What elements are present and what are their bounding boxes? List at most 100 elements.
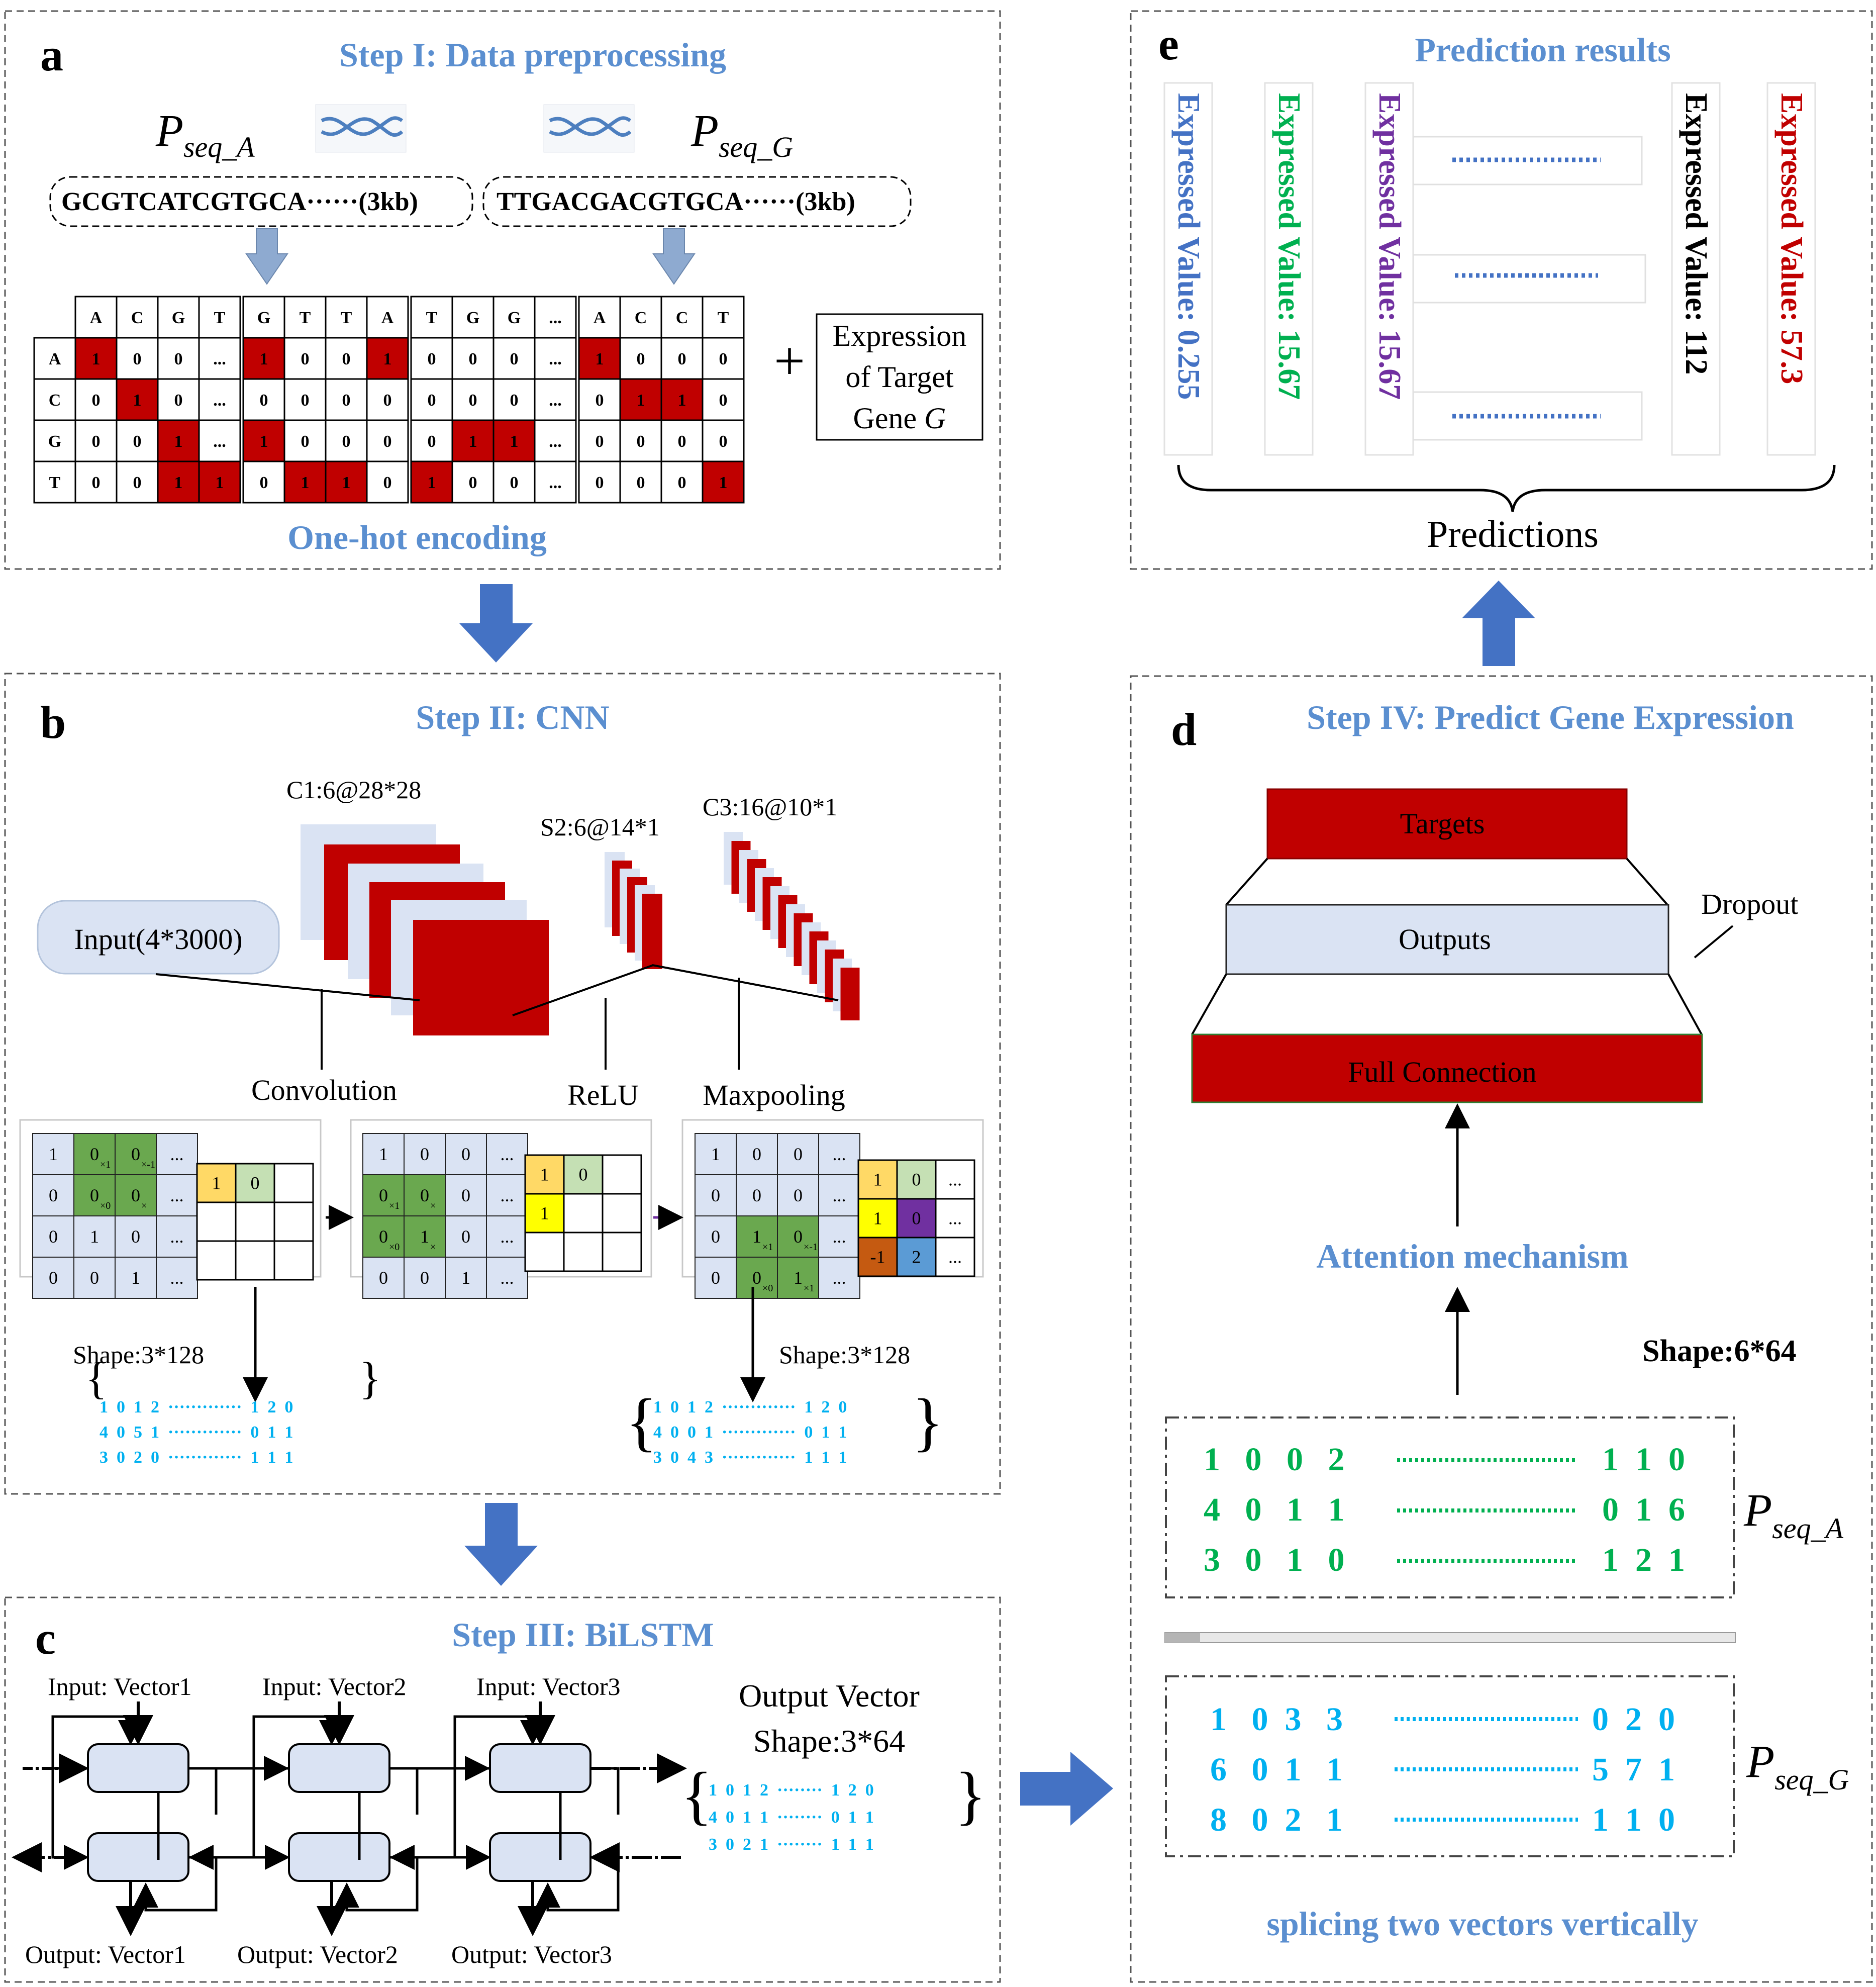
- kernel-cell-text: 2: [912, 1247, 921, 1267]
- kernel-cell-text: 0: [251, 1173, 260, 1193]
- grid-cell-text: 1: [49, 1144, 58, 1164]
- grid-cell: [818, 1133, 860, 1175]
- table-cell-text: 0: [383, 432, 392, 451]
- table-cell: [366, 378, 409, 421]
- column-header: [116, 296, 159, 339]
- grid-cell-text: 1: [461, 1268, 470, 1288]
- vector-row: 0 1 6: [1602, 1491, 1685, 1528]
- column-header-text: A: [381, 309, 394, 327]
- column-header-text: C: [635, 309, 647, 327]
- panel-d-title: Step IV: Predict Gene Expression: [1307, 698, 1794, 736]
- arrow-up-icon: [1462, 581, 1535, 666]
- grid-cell-text: 0: [131, 1226, 140, 1247]
- grid-cell-text: 0: [461, 1226, 470, 1247]
- column-header: [702, 296, 745, 339]
- column-header: [283, 296, 327, 339]
- table-cell-text: 1: [637, 391, 645, 410]
- row-header-text: G: [48, 432, 61, 451]
- grid-cell-text: 0: [461, 1185, 470, 1205]
- table-cell: [198, 460, 241, 504]
- table-cell-text: 1: [469, 432, 477, 451]
- grid-cell-text: 0: [711, 1185, 720, 1205]
- splice-caption: splicing two vectors vertically: [1266, 1905, 1698, 1943]
- kernel-weight: ×0: [389, 1242, 400, 1253]
- kernel-weight: ×1: [389, 1200, 400, 1211]
- kernel-cell-text: 0: [912, 1170, 921, 1190]
- prediction-value: Expressed Value: 112: [1679, 93, 1713, 374]
- table-cell-text: 0: [678, 432, 686, 451]
- cnn-connectors: [155, 964, 839, 1070]
- grid-cell: [32, 1174, 74, 1216]
- c3-label: C3:16@10*1: [703, 793, 837, 821]
- table-cell: [116, 460, 159, 504]
- table-cell: [198, 419, 241, 462]
- vector-row: 1 0 1 2 ············· 1 2 0: [653, 1398, 847, 1416]
- kernel-cell: [857, 1159, 898, 1200]
- prediction-value: Expressed Value: 15.67: [1372, 93, 1407, 400]
- table-cell: [157, 378, 200, 421]
- forward-lstm-cell: [87, 1743, 189, 1793]
- column-header-text: T: [214, 309, 226, 327]
- kernel-cell-text: 1: [212, 1173, 221, 1193]
- table-cell-text: ...: [213, 432, 226, 451]
- table-cell-text: 0: [260, 391, 268, 410]
- grid-cell-text: 0: [711, 1226, 720, 1247]
- prediction-card: [1264, 82, 1314, 456]
- table-cell-text: 0: [301, 350, 310, 368]
- kernel-cell: [524, 1193, 565, 1234]
- kernel-cell: [935, 1237, 975, 1277]
- grid-cell-text: 0: [131, 1144, 140, 1164]
- table-cell: [74, 419, 118, 462]
- table-cell: [242, 460, 285, 504]
- grid-cell-text: 1: [420, 1226, 429, 1247]
- vector-row: 4 0 1 1 ········ 0 1 1: [709, 1808, 874, 1827]
- kernel-cell-text: 1: [873, 1208, 882, 1228]
- table-cell-text: ...: [213, 350, 226, 368]
- output-vector-shape: Shape:3*64: [753, 1723, 905, 1759]
- table-cell: [325, 460, 368, 504]
- column-header: [366, 296, 409, 339]
- kernel-cell: [196, 1240, 237, 1281]
- dna-icon: [543, 104, 635, 153]
- table-cell-text: 0: [383, 474, 392, 492]
- kernel-cell-text: 1: [540, 1203, 549, 1223]
- column-header: [534, 296, 577, 339]
- vector-row: 3 0 2 0 ············· 1 1 1: [100, 1448, 293, 1467]
- output-vector-2: Output: Vector2: [237, 1940, 398, 1968]
- column-header-text: G: [508, 309, 521, 327]
- targets-label: Targets: [1400, 807, 1485, 840]
- table-cell: [702, 460, 745, 504]
- grid-cell-text: 0: [49, 1268, 58, 1288]
- grid-cell: [362, 1257, 405, 1299]
- kernel-cell: [273, 1240, 314, 1281]
- table-cell-text: 1: [260, 432, 268, 451]
- plus-sign: +: [774, 330, 805, 392]
- kernel-cell-text: 0: [579, 1165, 588, 1185]
- table-cell: [619, 378, 662, 421]
- table-cell-text: 0: [342, 432, 351, 451]
- panel-a-border: [4, 10, 1001, 570]
- table-cell: [534, 419, 577, 462]
- one-hot-table: A C G T A 1 0 0 0 C 0 1 0 0 G 0 0 1 1 T......... 1 G 1 0 1 0 T 0 0 0 1…: [33, 296, 745, 504]
- vector-row: 3 0 4 3 ············· 1 1 1: [653, 1448, 847, 1467]
- table-cell-text: 0: [133, 350, 142, 368]
- table-cell-text: ...: [549, 350, 562, 368]
- table-cell-text: 0: [510, 474, 519, 492]
- backward-lstm-cell: [87, 1832, 189, 1882]
- table-cell-text: 0: [637, 432, 645, 451]
- grid-cell-text: ...: [501, 1144, 514, 1164]
- table-cell: [366, 419, 409, 462]
- column-header: [410, 296, 453, 339]
- seq-g-box: [482, 176, 912, 227]
- table-cell-text: 1: [301, 474, 310, 492]
- grid-cell: [73, 1257, 116, 1299]
- kernel-cell-text: 0: [912, 1208, 921, 1228]
- arrow-down-icon: [459, 584, 533, 663]
- bilstm-cells: [11, 1701, 687, 1936]
- grid-cell-text: 0: [711, 1268, 720, 1288]
- grid-cell: [445, 1133, 487, 1175]
- vector-row: 5 7 1: [1592, 1751, 1675, 1788]
- table-cell-text: 0: [596, 432, 604, 451]
- column-header-text: T: [718, 309, 729, 327]
- vector-row: 1 1 0: [1602, 1441, 1685, 1478]
